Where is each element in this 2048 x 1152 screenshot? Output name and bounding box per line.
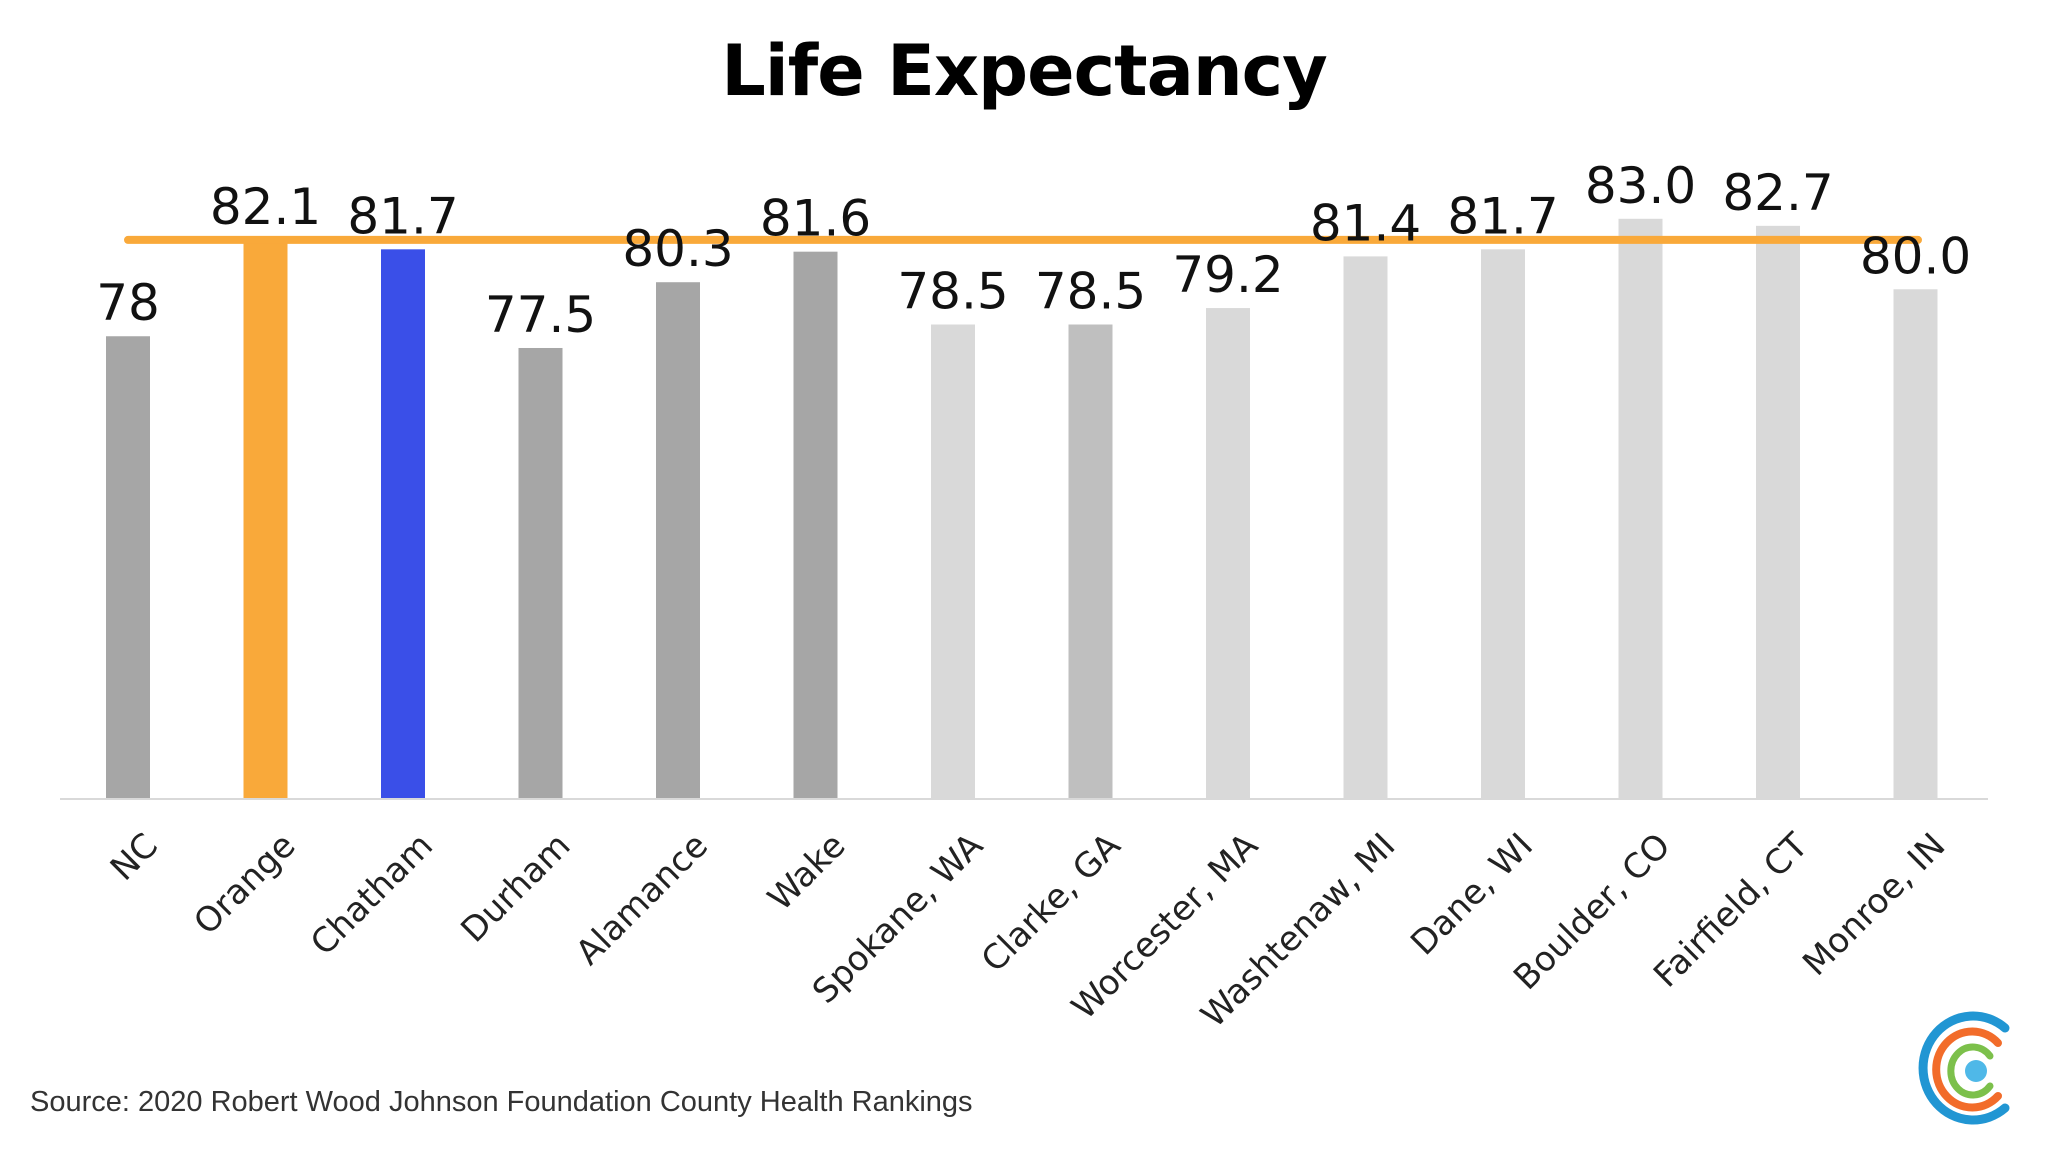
bar-8	[1206, 308, 1250, 799]
category-label-10: Dane, WI	[1403, 826, 1541, 964]
value-label-5: 81.6	[760, 190, 871, 248]
value-label-13: 80.0	[1860, 227, 1971, 285]
category-label-13: Monroe, IN	[1795, 826, 1953, 984]
value-label-3: 77.5	[485, 286, 596, 344]
bar-0	[106, 336, 150, 799]
bar-13	[1893, 289, 1938, 799]
value-label-7: 78.5	[1035, 262, 1146, 320]
category-label-1: Orange	[186, 826, 303, 943]
bar-7	[1068, 324, 1113, 799]
bars-layer	[106, 218, 1938, 799]
bar-4	[656, 282, 700, 799]
logo-icon	[1918, 1011, 2010, 1125]
bar-2	[381, 249, 425, 799]
value-label-0: 78	[96, 274, 160, 332]
bar-9	[1343, 256, 1388, 799]
bar-5	[793, 251, 838, 799]
value-label-9: 81.4	[1310, 194, 1421, 252]
value-label-11: 83.0	[1585, 157, 1696, 215]
value-label-8: 79.2	[1172, 246, 1283, 304]
logo-arc-outer	[1918, 1011, 2010, 1125]
bar-1	[243, 239, 288, 799]
value-label-2: 81.7	[347, 187, 458, 245]
value-label-1: 82.1	[210, 178, 321, 236]
category-label-0: NC	[103, 826, 166, 889]
source-note: Source: 2020 Robert Wood Johnson Foundat…	[30, 1086, 973, 1118]
bar-12	[1756, 225, 1800, 799]
bar-11	[1618, 218, 1663, 799]
chart-title: Life Expectancy	[721, 30, 1328, 112]
bar-10	[1481, 249, 1525, 799]
category-label-5: Wake	[760, 826, 853, 919]
bar-3	[518, 347, 563, 799]
category-label-4: Alamance	[568, 826, 716, 974]
value-label-4: 80.3	[622, 220, 733, 278]
category-label-2: Chatham	[303, 826, 441, 964]
logo-arc-middle	[1932, 1027, 2002, 1112]
logo-dot	[1965, 1060, 1987, 1082]
value-label-12: 82.7	[1722, 164, 1833, 222]
value-labels-layer: 78 82.1 81.7 77.5 80.3 81.6 78.5 78.5 79.2 81.4 81…	[96, 157, 1971, 344]
value-label-10: 81.7	[1447, 187, 1558, 245]
logo-arc-inner	[1947, 1043, 1994, 1099]
bar-6	[931, 324, 975, 799]
value-label-6: 78.5	[897, 262, 1008, 320]
category-label-3: Durham	[454, 826, 579, 951]
